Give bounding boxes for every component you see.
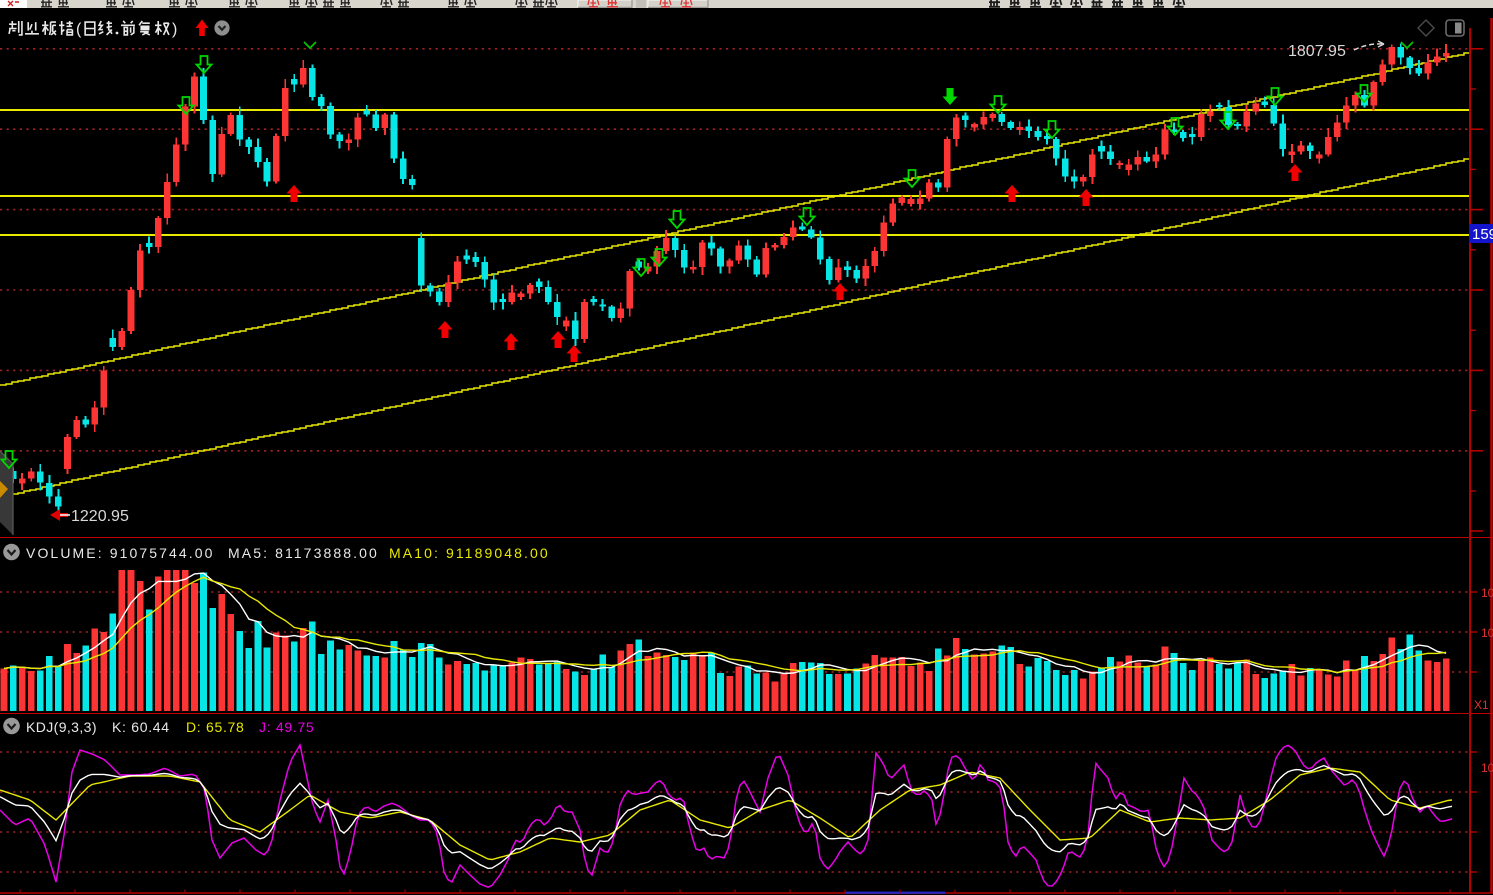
svg-text:VOLUME: 91075744.00: VOLUME: 91075744.00: [26, 545, 215, 561]
svg-text:KDJ(9,3,3): KDJ(9,3,3): [26, 719, 97, 735]
svg-text:1807.95: 1807.95: [1288, 43, 1346, 60]
svg-text:10: 10: [1481, 761, 1493, 775]
svg-text:K: 60.44: K: 60.44: [112, 719, 170, 735]
svg-text:10: 10: [1481, 626, 1493, 640]
svg-text:D: 65.78: D: 65.78: [186, 719, 245, 735]
svg-text:X1: X1: [1474, 698, 1489, 712]
svg-text:J: 49.75: J: 49.75: [259, 719, 314, 735]
svg-text:159: 159: [1472, 226, 1493, 243]
svg-text:(: (: [76, 21, 82, 38]
svg-text:MA10: 91189048.00: MA10: 91189048.00: [389, 545, 550, 561]
svg-text:): ): [172, 21, 177, 38]
svg-text:10: 10: [1481, 586, 1493, 600]
svg-text:MA5: 81173888.00: MA5: 81173888.00: [228, 545, 379, 561]
svg-text:1220.95: 1220.95: [71, 508, 129, 525]
